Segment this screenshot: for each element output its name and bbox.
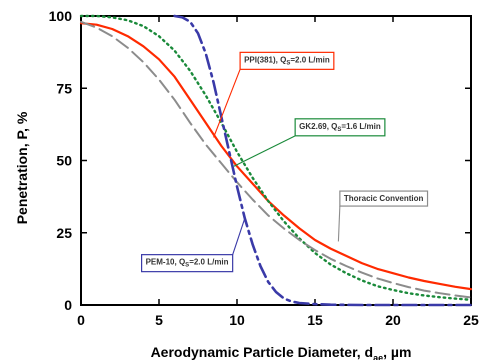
annotation-box [294, 118, 386, 137]
annotation-2: Thoracic Convention [337, 190, 429, 242]
y-tick-label: 75 [56, 80, 72, 96]
annotation-1: GK2.69, QS=1.6 L/min [233, 118, 386, 167]
annotation-label: Thoracic Convention [344, 194, 424, 203]
annotation-box [141, 254, 234, 273]
x-tick-label: 5 [155, 312, 163, 328]
x-axis-label-main: Aerodynamic Particle Diameter, d [151, 344, 374, 360]
annotation-label-sub: S [337, 127, 341, 133]
annotation-label: PEM-10, QS=2.0 L/min [146, 258, 229, 269]
annotation-leader [233, 135, 296, 167]
annotation-label-sub: S [286, 60, 290, 66]
annotation-label: GK2.69, QS=1.6 L/min [299, 122, 381, 133]
annotation-label: PPI(381), QS=2.0 L/min [244, 55, 330, 66]
annotation-3: PEM-10, QS=2.0 L/min [141, 218, 246, 273]
annotation-box [239, 51, 335, 70]
annotation-label-main: Thoracic Convention [344, 194, 424, 203]
x-tick-label: 20 [385, 312, 401, 328]
x-tick-label: 10 [229, 312, 245, 328]
annotation-leader [232, 218, 246, 255]
annotation-label-rest: =2.0 L/min [290, 55, 329, 64]
annotation-box [339, 190, 429, 207]
series-lines [79, 14, 473, 307]
x-axis-label-unit: , µm [383, 344, 411, 360]
annotation-label-rest: =1.6 L/min [341, 122, 380, 131]
series-line-3 [173, 14, 473, 307]
x-tick-label: 0 [77, 312, 85, 328]
axes: 0 5 10 15 20 25 0 25 50 75 100 [49, 8, 479, 328]
y-tick-label: 0 [64, 297, 72, 313]
x-axis-label-sub: ae [373, 353, 383, 360]
series-line-0 [79, 22, 473, 291]
annotation-leader [337, 206, 341, 242]
y-tick-label: 25 [56, 225, 72, 241]
x-tick-label: 25 [463, 312, 479, 328]
annotation-leader [213, 69, 241, 138]
series-line-1 [79, 14, 473, 301]
annotation-0: PPI(381), QS=2.0 L/min [213, 51, 335, 138]
series-line-2 [80, 20, 472, 299]
x-tick-label: 15 [307, 312, 323, 328]
annotation-label-sub: S [185, 263, 189, 269]
y-tick-label: 50 [56, 153, 72, 169]
y-axis-label: Penetration, P, % [14, 111, 30, 224]
y-tick-label: 100 [49, 8, 73, 24]
annotation-label-rest: =2.0 L/min [189, 258, 228, 267]
annotation-label-main: PPI(381), Q [244, 55, 286, 64]
annotation-label-main: GK2.69, Q [299, 122, 337, 131]
annotation-label-main: PEM-10, Q [146, 258, 186, 267]
x-axis-label: Aerodynamic Particle Diameter, dae, µm [151, 344, 412, 360]
